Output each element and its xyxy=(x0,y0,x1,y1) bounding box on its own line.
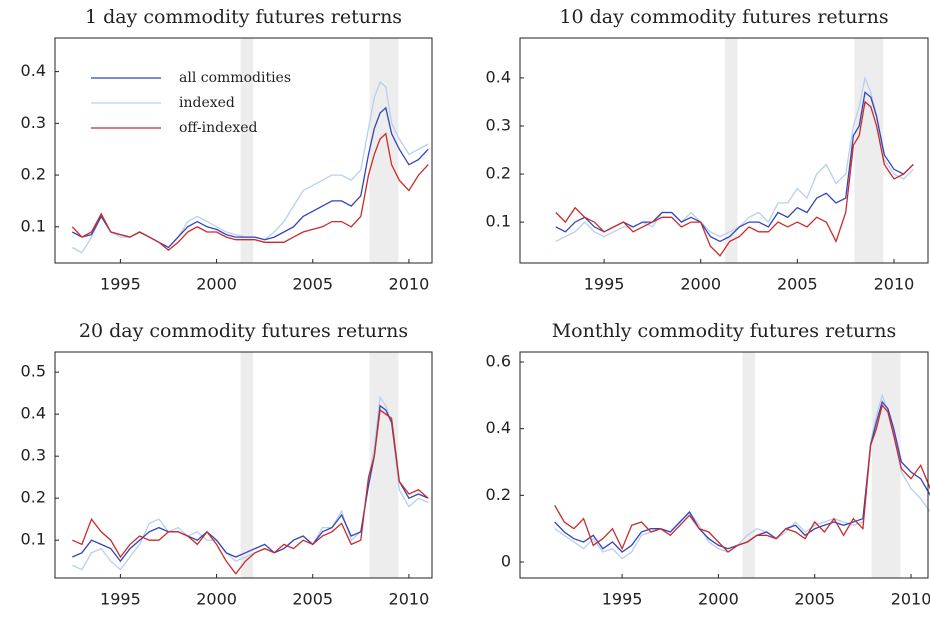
y-tick-label: 0.3 xyxy=(21,446,46,465)
axes-box xyxy=(54,351,433,579)
y-tick-label: 0.1 xyxy=(21,530,46,549)
x-tick-label: 2005 xyxy=(794,590,835,609)
x-tick-label: 2000 xyxy=(698,590,739,609)
shaded-period xyxy=(240,38,254,263)
y-tick-label: 0.5 xyxy=(21,362,46,381)
y-tick-label: 0.4 xyxy=(486,67,511,86)
x-tick-label: 1995 xyxy=(602,590,643,609)
x-tick-label: 2000 xyxy=(680,275,721,294)
chart-title: 10 day commodity futures returns xyxy=(559,6,888,28)
x-tick-label: 2005 xyxy=(292,590,333,609)
series-line xyxy=(555,100,914,257)
x-tick-label: 2010 xyxy=(874,275,915,294)
y-tick-label: 0.4 xyxy=(21,61,46,80)
axes-box xyxy=(519,37,929,264)
series-line xyxy=(555,75,914,242)
y-tick-label: 0.3 xyxy=(486,115,511,134)
y-tick-label: 0.4 xyxy=(486,418,511,437)
series-line xyxy=(72,408,429,575)
shaded-period xyxy=(240,352,254,578)
x-tick-label: 2000 xyxy=(196,590,237,609)
y-tick-label: 0.6 xyxy=(486,352,511,371)
legend-label: all commodities xyxy=(179,70,291,86)
series-line xyxy=(554,393,930,560)
y-tick-label: 0.1 xyxy=(486,212,511,231)
y-tick-label: 0.4 xyxy=(21,404,46,423)
chart-title: 1 day commodity futures returns xyxy=(85,6,402,28)
chart-title: Monthly commodity futures returns xyxy=(552,320,897,342)
x-tick-label: 2010 xyxy=(389,275,430,294)
chart-title: 20 day commodity futures returns xyxy=(79,320,408,342)
shaded-period xyxy=(854,38,884,263)
shaded-period xyxy=(369,38,399,263)
y-tick-label: 0 xyxy=(501,552,511,571)
shaded-period xyxy=(742,352,756,578)
x-tick-label: 1995 xyxy=(100,275,141,294)
x-tick-label: 1995 xyxy=(584,275,625,294)
series-line xyxy=(554,403,930,553)
shaded-period xyxy=(871,352,901,578)
x-tick-label: 2005 xyxy=(777,275,818,294)
y-tick-label: 0.2 xyxy=(486,485,511,504)
y-tick-label: 0.2 xyxy=(21,165,46,184)
x-tick-label: 1995 xyxy=(100,590,141,609)
x-tick-label: 2010 xyxy=(389,590,430,609)
x-tick-label: 2000 xyxy=(196,275,237,294)
y-tick-label: 0.1 xyxy=(21,216,46,235)
legend-label: off-indexed xyxy=(179,120,258,136)
y-tick-label: 0.2 xyxy=(486,164,511,183)
y-tick-label: 0.2 xyxy=(21,488,46,507)
axes-box xyxy=(54,37,433,264)
axes-box xyxy=(519,351,929,579)
shaded-period xyxy=(369,352,399,578)
y-tick-label: 0.3 xyxy=(21,113,46,132)
legend-label: indexed xyxy=(179,95,235,111)
x-tick-label: 2010 xyxy=(891,590,930,609)
series-line xyxy=(71,132,429,251)
x-tick-label: 2005 xyxy=(292,275,333,294)
shaded-period xyxy=(724,38,738,263)
